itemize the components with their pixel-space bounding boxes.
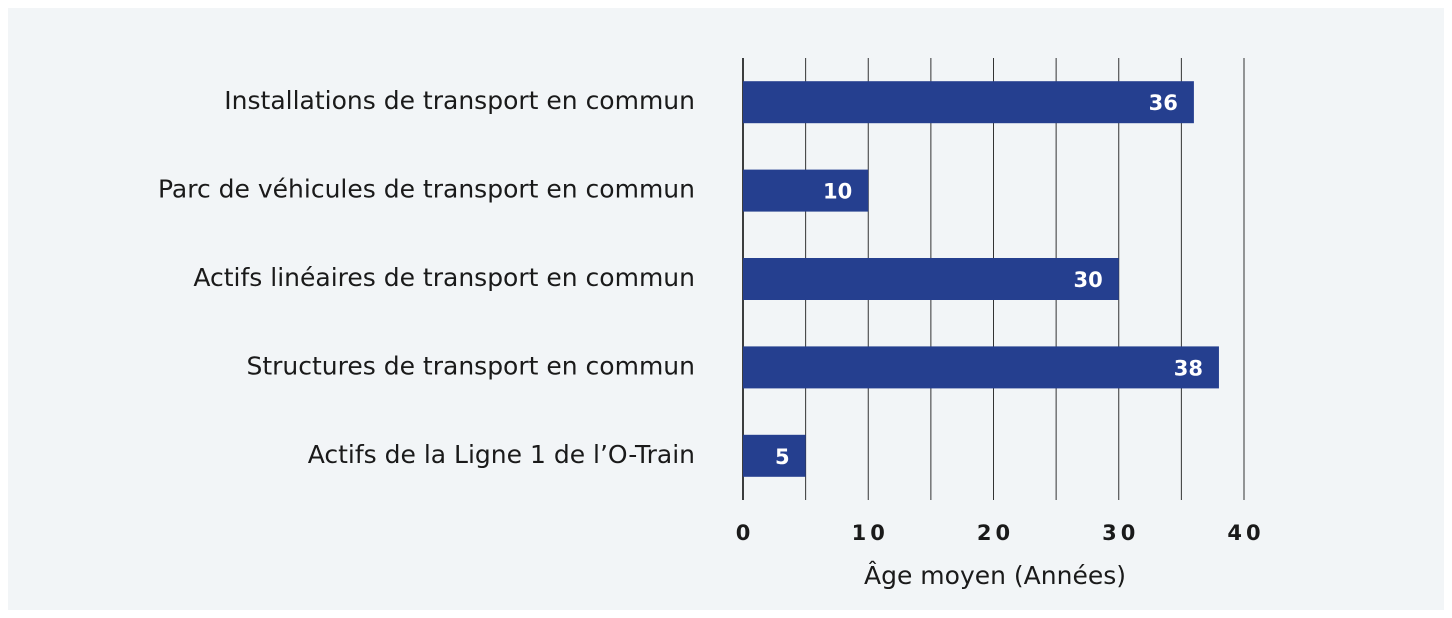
panel [8,8,1444,610]
bar [743,434,806,477]
value-label: 5 [775,445,790,469]
category-label: Actifs de la Ligne 1 de l’O-Train [308,440,695,469]
x-tick-label: 0 [736,521,755,545]
category-label: Installations de transport en commun [224,86,695,115]
x-tick-label: 20 [977,521,1014,545]
bar [743,258,1119,300]
bar [743,81,1194,124]
x-tick-label: 30 [1102,521,1139,545]
value-label: 10 [823,180,852,204]
category-label: Actifs linéaires de transport en commun [193,263,695,292]
x-axis-label: Âge moyen (Années) [864,561,1126,590]
category-label: Structures de transport en commun [246,351,695,380]
value-label: 38 [1174,356,1203,380]
bar [743,169,869,212]
category-label: Parc de véhicules de transport en commun [158,175,695,204]
x-tick-label: 10 [852,521,889,545]
value-label: 36 [1149,91,1178,115]
x-tick-label: 40 [1227,521,1264,545]
bar [743,346,1219,389]
value-label: 30 [1074,268,1103,292]
